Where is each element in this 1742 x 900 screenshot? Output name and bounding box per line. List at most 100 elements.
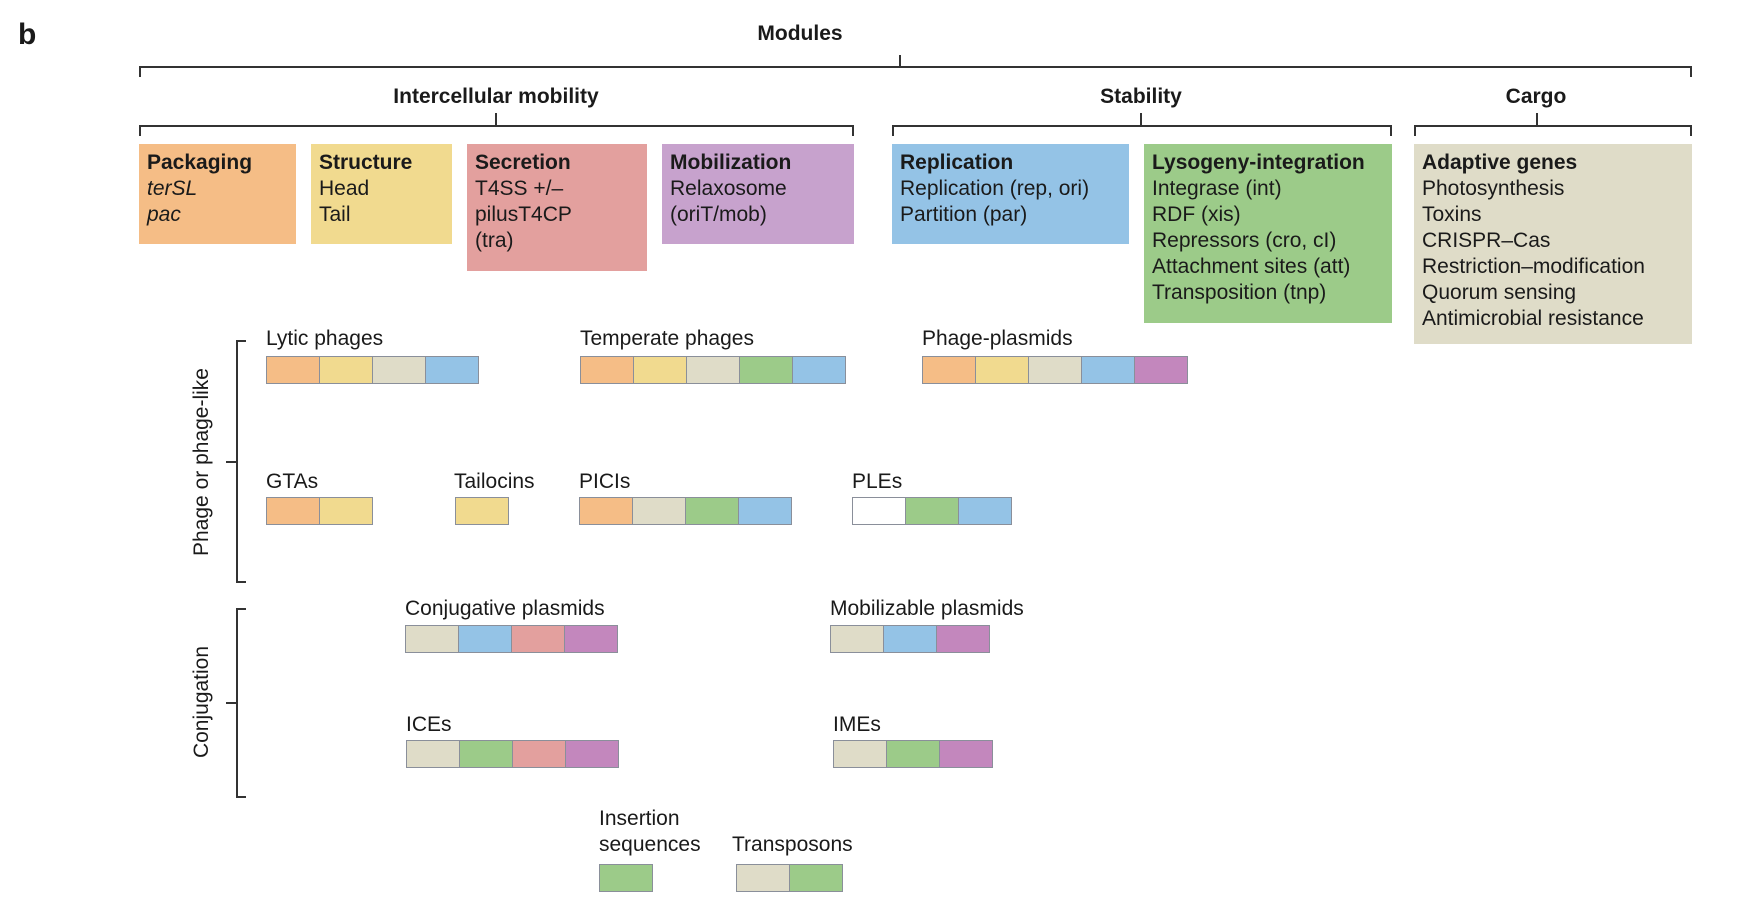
- module-segment-empty: [852, 497, 906, 525]
- element-label-phage-plasmids: Phage-plasmids: [922, 327, 1073, 350]
- intercellular-bracket-left: [139, 125, 141, 136]
- element-label-gtas: GTAs: [266, 470, 319, 493]
- element-label-lytic-phages: Lytic phages: [266, 327, 384, 350]
- conjugation-group-bracket-top: [236, 608, 246, 610]
- module-segment-replication: [883, 625, 937, 653]
- module-segment-replication: [792, 356, 846, 384]
- element-strip-tailocins: [455, 497, 509, 525]
- element-label-ples: PLEs: [852, 470, 903, 493]
- element-label-transposons: Transposons: [732, 833, 853, 856]
- module-segment-replication: [425, 356, 479, 384]
- element-label-mobilizable-plasmids: Mobilizable plasmids: [830, 597, 1024, 620]
- intercellular-header: Intercellular mobility: [393, 85, 599, 108]
- module-segment-replication: [958, 497, 1012, 525]
- module-segment-cargo: [686, 356, 740, 384]
- module-segment-lysogeny: [599, 864, 653, 892]
- stability-bracket-right: [1390, 125, 1392, 136]
- element-strip-imes: [833, 740, 993, 768]
- module-line: Toxins: [1422, 203, 1482, 226]
- cargo-bracket-right: [1690, 125, 1692, 136]
- element-strip-temperate-phages: [580, 356, 846, 384]
- module-line: Replication (rep, ori): [900, 177, 1090, 200]
- module-segment-cargo: [833, 740, 887, 768]
- cargo-bracket: [1414, 125, 1692, 127]
- intercellular-bracket: [139, 125, 854, 127]
- module-line: (oriT/mob): [670, 203, 767, 226]
- module-segment-packaging: [266, 497, 320, 525]
- modules-bracket-left-tick: [139, 66, 141, 77]
- cargo-bracket-left: [1414, 125, 1416, 136]
- element-strip-transposons: [736, 864, 843, 892]
- module-line: RDF (xis): [1152, 203, 1241, 226]
- element-strip-phage-plasmids: [922, 356, 1188, 384]
- element-label-imes: IMEs: [833, 713, 881, 736]
- module-mobilization: Mobilization Relaxosome (oriT/mob): [662, 144, 854, 244]
- conjugation-group-bracket: [236, 608, 238, 798]
- module-line: Attachment sites (att): [1152, 255, 1351, 278]
- module-segment-lysogeny: [739, 356, 793, 384]
- module-segment-mobilization: [564, 625, 618, 653]
- module-line: Quorum sensing: [1422, 281, 1577, 304]
- module-line: pilusT4CP: [475, 203, 572, 226]
- module-line: Head: [319, 177, 370, 200]
- stability-bracket-center: [1140, 113, 1142, 125]
- element-strip-lytic-phages: [266, 356, 479, 384]
- module-segment-packaging: [922, 356, 976, 384]
- module-segment-structure: [633, 356, 687, 384]
- module-title: Mobilization: [670, 151, 792, 174]
- module-line: Photosynthesis: [1422, 177, 1565, 200]
- element-strip-insertion-sequences: [599, 864, 653, 892]
- module-line: Antimicrobial resistance: [1422, 307, 1644, 330]
- module-title: Packaging: [147, 151, 253, 174]
- modules-bracket-center-tick: [899, 55, 901, 66]
- module-segment-mobilization: [939, 740, 993, 768]
- modules-bracket-right-tick: [1690, 66, 1692, 77]
- conjugation-group-label: Conjugation: [190, 645, 213, 759]
- module-segment-cargo: [405, 625, 459, 653]
- cargo-bracket-center: [1536, 113, 1538, 125]
- phage-group-label: Phage or phage-like: [190, 368, 213, 556]
- module-line: Integrase (int): [1152, 177, 1282, 200]
- module-segment-lysogeny: [789, 864, 843, 892]
- module-segment-cargo: [830, 625, 884, 653]
- module-line: Tail: [319, 203, 351, 226]
- module-structure: Structure Head Tail: [311, 144, 452, 244]
- module-segment-cargo: [372, 356, 426, 384]
- module-line: CRISPR–Cas: [1422, 229, 1551, 252]
- module-segment-lysogeny: [886, 740, 940, 768]
- module-secretion: Secretion T4SS +/– pilusT4CP (tra): [467, 144, 647, 271]
- element-strip-mobilizable-plasmids: [830, 625, 990, 653]
- module-replication: Replication Replication (rep, ori) Parti…: [892, 144, 1129, 244]
- module-segment-cargo: [1028, 356, 1082, 384]
- module-segment-replication: [458, 625, 512, 653]
- module-segment-mobilization: [565, 740, 619, 768]
- element-label-picis: PICIs: [579, 470, 631, 493]
- module-line: Repressors (cro, cI): [1152, 229, 1337, 252]
- module-title: Lysogeny-integration: [1152, 151, 1365, 174]
- module-segment-packaging: [580, 356, 634, 384]
- stability-bracket-left: [892, 125, 894, 136]
- module-segment-replication: [738, 497, 792, 525]
- phage-group-bracket: [236, 340, 238, 583]
- module-adaptive-genes: Adaptive genes Photosynthesis Toxins CRI…: [1414, 144, 1692, 344]
- module-title: Structure: [319, 151, 413, 174]
- module-segment-cargo: [406, 740, 460, 768]
- conjugation-group-bracket-tick: [226, 702, 236, 704]
- stability-header: Stability: [1100, 85, 1182, 108]
- module-title: Secretion: [475, 151, 571, 174]
- element-label-tailocins: Tailocins: [454, 470, 535, 493]
- module-segment-lysogeny: [905, 497, 959, 525]
- element-label-insertion-sequences: Insertion sequences: [599, 806, 701, 858]
- phage-group-bracket-tick: [226, 461, 236, 463]
- phage-group-bracket-bottom: [236, 581, 246, 583]
- module-line: pac: [147, 203, 181, 226]
- module-segment-structure: [455, 497, 509, 525]
- modules-header: Modules: [757, 22, 843, 45]
- modules-bracket: [139, 66, 1692, 68]
- module-segment-secretion: [512, 740, 566, 768]
- element-label-temperate-phages: Temperate phages: [580, 327, 754, 350]
- module-segment-packaging: [579, 497, 633, 525]
- module-segment-mobilization: [1134, 356, 1188, 384]
- module-line: terSL: [147, 177, 198, 200]
- module-segment-structure: [975, 356, 1029, 384]
